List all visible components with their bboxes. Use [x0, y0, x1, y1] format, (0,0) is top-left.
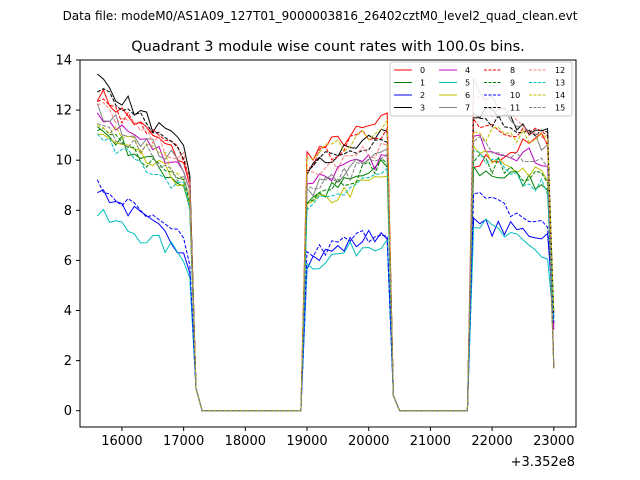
legend-label-13: 13: [555, 79, 565, 88]
suptitle: Data file: modeM0/AS1A09_127T01_90000038…: [63, 9, 578, 23]
y-tick-label: 8: [64, 204, 72, 219]
legend-label-14: 14: [555, 91, 565, 100]
series-line-12: [97, 94, 555, 412]
series-line-15: [97, 123, 555, 412]
legend-label-8: 8: [510, 66, 515, 75]
y-tick-label: 2: [64, 354, 72, 369]
x-tick-label: 23000: [533, 434, 574, 449]
x-offset-label: +3.352e8: [511, 455, 575, 470]
legend-label-0: 0: [420, 66, 425, 75]
y-tick-label: 10: [55, 154, 72, 169]
legend-label-12: 12: [555, 66, 565, 75]
axes-frame: [79, 59, 577, 428]
series-line-2: [97, 189, 555, 412]
series-line-8: [97, 98, 555, 412]
legend-label-7: 7: [465, 104, 470, 113]
legend-label-15: 15: [555, 104, 565, 113]
legend-label-10: 10: [510, 91, 520, 100]
series-line-4: [96, 112, 555, 412]
x-tick-label: 16000: [101, 434, 142, 449]
legend-label-6: 6: [465, 91, 470, 100]
plot-area: [79, 59, 577, 428]
legend-label-11: 11: [510, 104, 520, 113]
series-line-13: [96, 133, 555, 412]
y-tick-label: 4: [64, 304, 72, 319]
series-line-0: [96, 88, 555, 412]
chart-title: Quadrant 3 module wise count rates with …: [131, 39, 525, 55]
legend-label-4: 4: [465, 66, 470, 75]
legend-label-3: 3: [420, 104, 425, 113]
y-tick-label: 0: [64, 404, 72, 419]
x-tick-label: 21000: [410, 434, 451, 449]
x-tick-label: 17000: [163, 434, 204, 449]
y-axis: 0 2 4 6 8 10 12 14: [55, 54, 80, 419]
legend-label-5: 5: [465, 79, 470, 88]
y-tick-label: 12: [55, 104, 72, 119]
x-axis: 16000 17000 18000 19000 20000 21000 22000 23000: [101, 427, 574, 449]
series-line-6: [97, 133, 555, 412]
legend-box: [389, 61, 573, 117]
legend-label-1: 1: [420, 79, 425, 88]
x-tick-label: 22000: [471, 434, 512, 449]
series-line-10: [96, 179, 555, 412]
x-tick-label: 20000: [348, 434, 389, 449]
series-line-9: [97, 127, 555, 412]
y-tick-label: 6: [64, 254, 72, 269]
series-line-5: [96, 208, 555, 412]
legend-label-9: 9: [510, 79, 515, 88]
y-tick-label: 14: [55, 54, 72, 69]
x-tick-label: 18000: [225, 434, 266, 449]
x-tick-label: 19000: [286, 434, 327, 449]
series-line-1: [96, 126, 555, 412]
legend-label-2: 2: [420, 91, 425, 100]
series-line-3: [96, 73, 555, 412]
